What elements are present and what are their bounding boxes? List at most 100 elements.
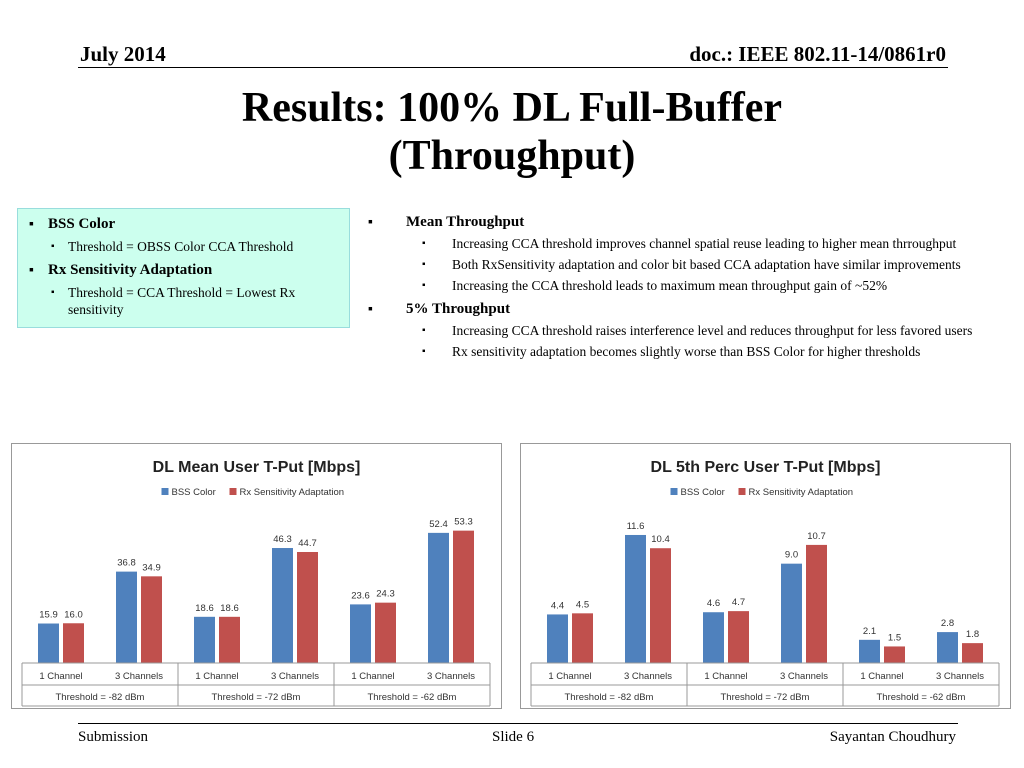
config-box: BSS Color Threshold = OBSS Color CCA Thr… — [17, 208, 350, 328]
chart-5th-percentile-throughput: DL 5th Perc User T-Put [Mbps] BSS Color Rx… — [520, 443, 1011, 709]
legend-label: Rx Sensitivity Adaptation — [240, 487, 345, 498]
result-item-label: Mean Throughput — [406, 214, 525, 230]
result-sub: Increasing the CCA threshold leads to ma… — [368, 277, 998, 294]
chart-title: DL 5th Perc User T-Put [Mbps] — [651, 459, 881, 476]
legend-swatch — [738, 488, 746, 495]
result-sub-text: Rx sensitivity adaptation becomes slight… — [452, 344, 921, 359]
data-label: 15.9 — [39, 610, 58, 621]
config-item-bss-color: BSS Color — [18, 215, 349, 234]
data-label: 16.0 — [64, 609, 83, 620]
bar-rx-sensitivity — [650, 548, 671, 663]
bar-bss-color — [547, 614, 568, 663]
x-tick-label: 1 Channel — [704, 671, 747, 682]
result-sub-text: Increasing the CCA threshold leads to ma… — [452, 278, 888, 293]
bar-bss-color — [937, 632, 958, 663]
data-label: 18.6 — [195, 603, 214, 614]
results-list: Mean Throughput Increasing CCA threshold… — [368, 213, 998, 364]
config-sub-text: Threshold = OBSS Color CCA Threshold — [68, 239, 294, 254]
legend-label: BSS Color — [172, 487, 216, 498]
bar-rx-sensitivity — [141, 576, 162, 663]
data-label: 2.8 — [941, 618, 954, 629]
chart-5th-percentile-svg: DL 5th Perc User T-Put [Mbps] BSS Color Rx… — [530, 459, 1000, 707]
data-label: 1.5 — [888, 632, 901, 643]
result-sub: Rx sensitivity adaptation becomes slight… — [368, 343, 998, 360]
legend-label: Rx Sensitivity Adaptation — [749, 487, 854, 498]
data-label: 52.4 — [429, 519, 448, 530]
result-sub-text: Both RxSensitivity adaptation and color … — [452, 257, 961, 272]
result-sub: Both RxSensitivity adaptation and color … — [368, 256, 998, 273]
legend-swatch — [161, 488, 169, 495]
data-label: 36.8 — [117, 558, 136, 569]
bar-rx-sensitivity — [572, 613, 593, 663]
bar-bss-color — [194, 616, 215, 663]
x-tick-label: 3 Channels — [115, 671, 163, 682]
footer-submission: Submission — [78, 729, 149, 745]
result-sub-text: Increasing CCA threshold raises interfer… — [452, 323, 973, 338]
footer-slide-number: Slide 6 — [492, 729, 535, 745]
data-label: 11.6 — [627, 521, 645, 532]
bar-bss-color — [859, 639, 880, 663]
result-item-label: 5% Throughput — [406, 301, 511, 317]
data-label: 4.4 — [551, 600, 564, 611]
x-tick-label: 3 Channels — [427, 671, 475, 682]
x-tick-label: 1 Channel — [39, 671, 82, 682]
bar-rx-sensitivity — [219, 616, 240, 663]
slide-title-line2: (Throughput) — [388, 133, 636, 179]
bar-bss-color — [428, 532, 449, 663]
config-item-label: Rx Sensitivity Adaptation — [48, 262, 213, 278]
footer-divider — [78, 723, 958, 724]
bar-bss-color — [116, 571, 137, 663]
bar-rx-sensitivity — [884, 646, 905, 663]
x-tick-label: 1 Channel — [860, 671, 903, 682]
chart-mean-throughput-svg: DL Mean User T-Put [Mbps] BSS Color Rx Sen… — [21, 459, 491, 707]
bar-bss-color — [703, 612, 724, 663]
data-label: 4.7 — [732, 597, 745, 608]
header-divider — [78, 67, 948, 68]
data-label: 9.0 — [785, 550, 798, 561]
bar-bss-color — [38, 623, 59, 663]
result-sub: Increasing CCA threshold raises interfer… — [368, 322, 998, 339]
x-group-label: Threshold = -62 dBm — [368, 692, 457, 703]
x-tick-label: 3 Channels — [936, 671, 984, 682]
header-date: July 2014 — [80, 42, 166, 66]
data-label: 1.8 — [966, 629, 979, 640]
x-tick-label: 1 Channel — [548, 671, 591, 682]
chart-title: DL Mean User T-Put [Mbps] — [153, 459, 361, 476]
result-sub: Increasing CCA threshold improves channe… — [368, 235, 998, 252]
x-tick-label: 3 Channels — [624, 671, 672, 682]
config-item-rx-sensitivity: Rx Sensitivity Adaptation — [18, 261, 349, 280]
x-group-label: Threshold = -72 dBm — [721, 692, 810, 703]
result-sub-text: Increasing CCA threshold improves channe… — [452, 236, 957, 251]
data-label: 34.9 — [142, 562, 161, 573]
bar-rx-sensitivity — [962, 643, 983, 663]
x-group-label: Threshold = -62 dBm — [877, 692, 966, 703]
bar-bss-color — [350, 604, 371, 663]
bar-bss-color — [272, 548, 293, 663]
bar-bss-color — [625, 534, 646, 663]
bar-rx-sensitivity — [297, 551, 318, 663]
bar-rx-sensitivity — [806, 544, 827, 663]
slide-title: Results: 100% DL Full-Buffer (Throughput… — [0, 84, 1024, 180]
data-label: 23.6 — [351, 590, 370, 601]
chart-mean-throughput: DL Mean User T-Put [Mbps] BSS Color Rx Sen… — [11, 443, 502, 709]
x-tick-label: 1 Channel — [195, 671, 238, 682]
data-label: 4.6 — [707, 598, 720, 609]
data-label: 46.3 — [273, 534, 292, 545]
x-group-label: Threshold = -72 dBm — [212, 692, 301, 703]
data-label: 10.7 — [807, 531, 826, 542]
data-label: 18.6 — [220, 603, 239, 614]
legend-swatch — [229, 488, 237, 495]
x-tick-label: 3 Channels — [780, 671, 828, 682]
data-label: 24.3 — [376, 589, 395, 600]
x-group-label: Threshold = -82 dBm — [56, 692, 145, 703]
legend-swatch — [670, 488, 678, 495]
bar-rx-sensitivity — [453, 530, 474, 663]
result-item-5pct-throughput: 5% Throughput — [368, 300, 998, 319]
data-label: 4.5 — [576, 599, 589, 610]
data-label: 53.3 — [454, 517, 473, 528]
bar-rx-sensitivity — [728, 611, 749, 663]
bar-rx-sensitivity — [63, 623, 84, 663]
data-label: 44.7 — [298, 538, 317, 549]
config-sub-bss-color: Threshold = OBSS Color CCA Threshold — [18, 238, 349, 255]
bar-bss-color — [781, 563, 802, 663]
